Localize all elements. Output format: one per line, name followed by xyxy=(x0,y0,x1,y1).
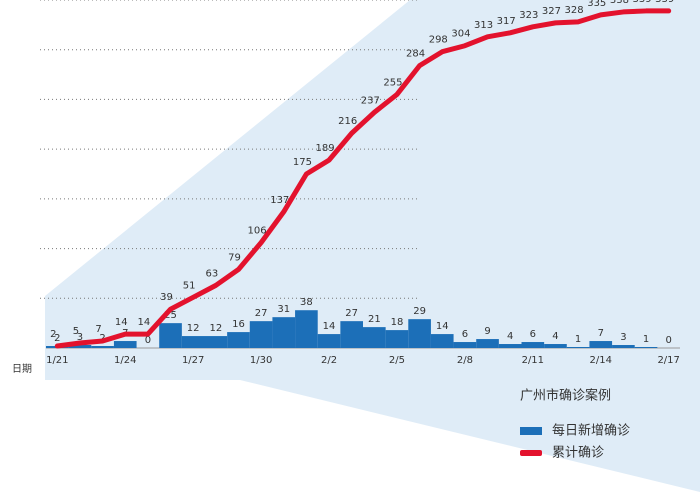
bar-value-label: 6 xyxy=(462,329,468,340)
line-value-label: 189 xyxy=(315,143,334,154)
bar xyxy=(68,345,92,348)
x-tick-label: 1/30 xyxy=(250,355,272,366)
line-value-label: 39 xyxy=(160,292,173,303)
line-value-label: 175 xyxy=(293,157,312,168)
line-value-label: 327 xyxy=(542,6,561,17)
line-value-label: 237 xyxy=(361,95,380,106)
bar xyxy=(249,321,273,348)
line-value-label: 14 xyxy=(115,317,128,328)
bar xyxy=(589,341,613,348)
x-tick-label: 1/21 xyxy=(46,355,68,366)
bar xyxy=(295,310,318,348)
x-tick-label: 2/2 xyxy=(321,355,337,366)
bar-value-label: 9 xyxy=(484,326,490,337)
bar-value-label: 0 xyxy=(665,335,671,346)
bar xyxy=(544,344,567,348)
legend-label: 累计确诊 xyxy=(552,446,604,461)
line-value-label: 298 xyxy=(429,35,448,46)
line-value-label: 2 xyxy=(50,329,56,340)
bar-value-label: 14 xyxy=(436,321,449,332)
line-value-label: 7 xyxy=(95,324,101,335)
line-value-label: 216 xyxy=(338,116,357,127)
x-tick-label: 1/27 xyxy=(182,355,204,366)
line-value-label: 14 xyxy=(138,317,151,328)
bar xyxy=(385,330,409,348)
line-value-label: 339 xyxy=(632,0,651,5)
line-value-label: 255 xyxy=(383,77,402,88)
line xyxy=(54,8,672,349)
bar xyxy=(363,327,386,348)
line-value-label: 339 xyxy=(655,0,674,5)
legend-label: 每日新增确诊 xyxy=(552,423,630,439)
bar-value-label: 16 xyxy=(232,319,245,330)
bar xyxy=(408,319,431,348)
x-tick-label: 2/8 xyxy=(457,355,473,366)
x-tick-label: 1/24 xyxy=(114,355,136,366)
bar-value-label: 21 xyxy=(368,314,381,325)
legend-swatch xyxy=(520,450,542,456)
bar xyxy=(159,323,182,348)
bar-value-label: 3 xyxy=(77,332,83,343)
bar-value-label: 1 xyxy=(575,334,581,345)
bar-value-label: 12 xyxy=(187,323,200,334)
bar xyxy=(272,317,296,348)
bar xyxy=(340,321,363,348)
x-tick-label: 2/14 xyxy=(590,355,612,366)
background-wedge xyxy=(45,0,700,492)
line-value-label: 137 xyxy=(270,195,289,206)
bar-value-label: 18 xyxy=(391,317,404,328)
line-value-label: 304 xyxy=(451,29,470,40)
line-value-label: 79 xyxy=(228,252,241,263)
line-value-label: 328 xyxy=(565,5,584,16)
bar-value-label: 7 xyxy=(598,328,604,339)
legend-swatch xyxy=(520,427,542,435)
bar-value-label: 0 xyxy=(145,335,151,346)
bar-value-label: 27 xyxy=(255,308,268,319)
line-value-label: 63 xyxy=(205,268,218,279)
bar xyxy=(113,341,137,348)
line-value-label: 323 xyxy=(519,10,538,21)
bar xyxy=(317,334,341,348)
x-tick-label: 2/5 xyxy=(389,355,405,366)
bar xyxy=(521,342,545,348)
bar-value-label: 29 xyxy=(413,306,426,317)
bar xyxy=(204,336,228,348)
line-value-label: 284 xyxy=(406,49,425,60)
line-value-label: 338 xyxy=(610,0,629,6)
bar xyxy=(91,346,114,348)
bar-value-label: 6 xyxy=(530,329,536,340)
bar-value-label: 4 xyxy=(552,331,558,342)
legend-title: 广州市确诊案例 xyxy=(520,388,611,404)
line-value-label: 317 xyxy=(497,16,516,27)
bar xyxy=(476,339,499,348)
bar-value-label: 2 xyxy=(54,333,60,344)
bar-value-label: 25 xyxy=(164,310,177,321)
x-tick-label: 2/17 xyxy=(657,355,679,366)
bar-value-label: 27 xyxy=(345,308,358,319)
bar xyxy=(566,347,590,348)
bar-value-label: 12 xyxy=(209,323,222,334)
bar-value-label: 4 xyxy=(507,331,513,342)
bar xyxy=(612,345,635,348)
line-value-label: 313 xyxy=(474,20,493,31)
bar-value-label: 1 xyxy=(643,334,649,345)
line-value-label: 51 xyxy=(183,280,196,291)
bar xyxy=(181,336,205,348)
x-axis-label: 日期 xyxy=(12,363,32,375)
bar-value-label: 31 xyxy=(277,304,290,315)
bar-value-label: 38 xyxy=(300,297,313,308)
line-value-label: 106 xyxy=(248,226,267,237)
bar xyxy=(227,332,250,348)
bar xyxy=(634,347,658,348)
bar xyxy=(453,342,477,348)
bar xyxy=(430,334,454,348)
line-value-label: 5 xyxy=(73,326,79,337)
line-value-label: 335 xyxy=(587,0,606,9)
bar-value-label: 3 xyxy=(620,332,626,343)
bar-value-label: 14 xyxy=(323,321,336,332)
bar xyxy=(498,344,522,348)
x-tick-label: 2/11 xyxy=(522,355,544,366)
